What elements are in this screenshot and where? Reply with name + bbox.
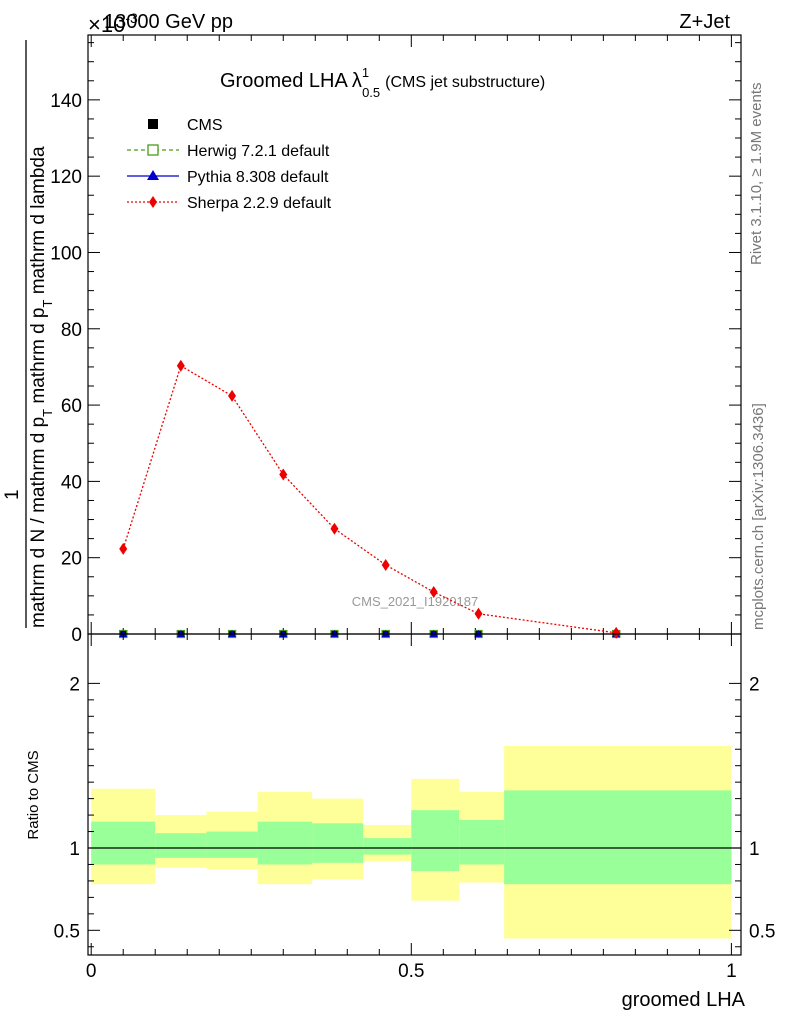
legend-marker [149,196,157,208]
ratio-stat-band [363,838,412,855]
ratio-bands [88,745,741,939]
legend-entry: Pythia 8.308 default [127,169,329,186]
ratio-stat-band [155,833,207,858]
ylabel-prefactor: 1 [2,489,23,500]
ratio-panel: 0.5 0.5 1 1 2 2 0 0.5 1 Ratio to CMS groomed LHA [25,633,775,1011]
legend: CMS Herwig 7.2.1 default Pythia 8.308 defa… [127,117,332,212]
sherpa-marker [381,558,390,571]
legend-entry: Sherpa 2.2.9 default [127,195,332,212]
ratio-frame [87,633,742,956]
ratio-stat-band [411,810,460,872]
sherpa-marker [228,389,237,402]
main-y-tick-label: 0 [71,625,82,646]
ratio-stat-band [206,831,258,858]
main-y-axis-label: 1 mathrm d N / mathrm d pT mathrm d pT m… [2,40,55,628]
ratio-stat-band [504,790,732,885]
ratio-stat-band [459,820,505,865]
main-y-tick-label: 80 [61,320,82,341]
sherpa-marker [612,626,621,639]
chart-title: Groomed LHA λ1 0.5(CMS jet substructure) [220,65,545,100]
process-label: Z+Jet [679,11,730,33]
ratio-stat-band [257,821,313,865]
sherpa-marker [176,359,185,372]
ratio-stat-band [312,823,364,863]
rivet-label: Rivet 3.1.10, ≥ 1.9M events [748,83,765,266]
sherpa-marker [330,522,339,535]
main-y-tick-label: 40 [61,472,82,493]
energy-label: 13000 GeV pp [104,11,233,33]
main-y-tick-label: 20 [61,549,82,570]
legend-entry: CMS [148,117,223,134]
ratio-y-tick-label-right: 0.5 [749,921,775,942]
legend-label: CMS [187,117,223,134]
mcplots-label: mcplots.cern.ch [arXiv:1306.3436] [750,403,767,630]
exponent-label: ×10-3 [88,10,138,37]
sherpa-marker [474,607,483,620]
ratio-axis-ticks: 0.5 0.5 1 1 2 2 0 0.5 1 [54,634,775,982]
main-axis-ticks: 0 20 40 60 80 100 120 140 [50,35,741,646]
ratio-x-tick-label: 1 [726,961,737,982]
ylabel-denominator: mathrm d N / mathrm d pT mathrm d pT mat… [28,146,55,628]
main-y-tick-label: 60 [61,396,82,417]
sherpa-marker [429,586,438,599]
sherpa-marker [279,468,288,481]
ratio-y-tick-label: 0.5 [54,921,80,942]
main-y-tick-label: 120 [50,167,82,188]
ratio-x-tick-label: 0 [86,961,97,982]
main-y-tick-label: 100 [50,243,82,264]
sherpa-marker [119,542,128,555]
legend-entry: Herwig 7.2.1 default [127,143,330,160]
watermark: CMS_2021_I1920187 [352,594,479,609]
legend-label: Sherpa 2.2.9 default [187,195,332,212]
legend-label: Pythia 8.308 default [187,169,329,186]
ratio-y-tick-label-right: 1 [749,839,760,860]
ratio-y-tick-label: 1 [69,839,80,860]
main-frame [87,34,742,635]
ratio-y-tick-label: 2 [69,674,80,695]
ratio-y-axis-label: Ratio to CMS [25,750,42,839]
legend-marker [148,119,158,129]
legend-label: Herwig 7.2.1 default [187,143,330,160]
legend-marker [147,144,159,156]
x-axis-label: groomed LHA [622,989,746,1011]
ratio-y-tick-label-right: 2 [749,674,760,695]
sherpa-series-line [122,364,617,634]
legend-marker [147,170,159,180]
main-y-tick-label: 140 [50,91,82,112]
ratio-x-tick-label: 0.5 [398,961,424,982]
ratio-stat-band [91,821,156,865]
